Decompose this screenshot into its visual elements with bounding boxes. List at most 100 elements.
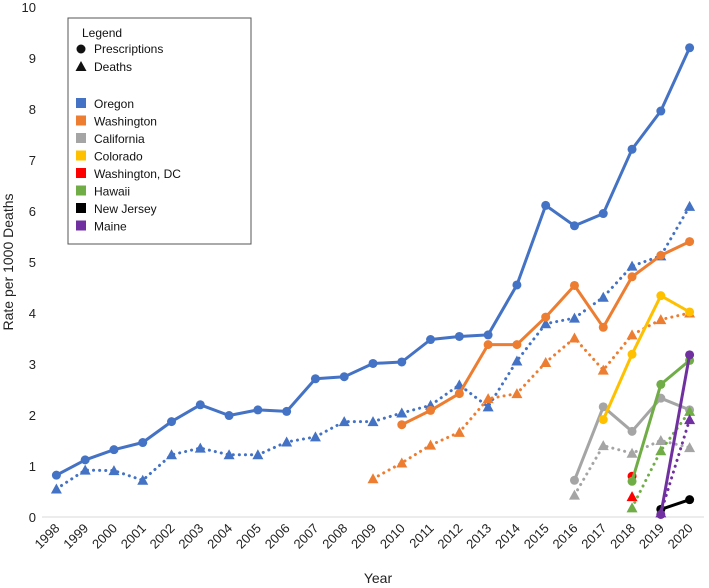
data-point-california-prescriptions [627,426,637,436]
data-point-hawaii-deaths [626,502,638,513]
series-washington-prescriptions [397,237,695,430]
data-point-oregon-prescriptions [483,330,493,340]
data-point-washington-deaths [396,457,408,468]
data-point-new-jersey-prescriptions [685,495,695,505]
data-point-washington-prescriptions [541,312,551,322]
x-tick-label: 2002 [147,521,178,552]
data-point-oregon-deaths [396,407,408,418]
data-point-oregon-deaths [252,449,264,460]
x-tick-label: 2015 [521,521,552,552]
data-point-oregon-deaths [79,464,91,475]
data-point-oregon-prescriptions [282,406,292,416]
data-point-oregon-prescriptions [569,221,579,231]
x-tick-label: 2010 [377,521,408,552]
x-tick-label: 2009 [348,521,379,552]
series-line-washington-prescriptions [401,240,691,427]
data-point-washington-prescriptions [685,237,695,247]
y-tick-label: 7 [29,153,36,168]
y-axis-title: Rate per 1000 Deaths [0,194,16,331]
legend-swatch-washington [76,115,86,126]
legend-swatch-oregon [76,98,86,108]
data-point-oregon-prescriptions [426,335,436,345]
legend-label-colorado: Colorado [94,150,143,164]
legend-label-hawaii: Hawaii [94,185,130,199]
y-tick-label: 5 [29,255,36,270]
data-point-oregon-prescriptions [368,358,378,368]
x-tick-label: 2018 [607,521,638,552]
data-point-washington-prescriptions [426,405,436,415]
legend-series-entries: Oregon Washington California Colorado Washin… [76,97,181,234]
x-tick-label: 2007 [290,521,321,552]
data-point-oregon-deaths [684,200,696,211]
series-colorado-prescriptions [598,291,695,425]
series-line-oregon-deaths [54,204,692,491]
data-point-oregon-prescriptions [339,372,349,382]
data-point-washington-prescriptions [483,340,493,350]
y-axis-ticks: 0 1 2 3 4 5 6 7 8 9 10 [22,0,36,525]
data-point-colorado-prescriptions [685,307,695,317]
data-point-hawaii-prescriptions [656,379,666,389]
data-point-oregon-deaths [309,431,321,442]
data-point-oregon-deaths [281,436,293,447]
data-point-oregon-prescriptions [310,374,320,384]
legend-prescriptions-marker [76,44,86,54]
legend-swatch-hawaii [76,185,86,196]
legend-label-maine: Maine [94,220,127,234]
data-point-california-deaths [626,447,638,458]
data-point-oregon-deaths [597,291,609,302]
data-point-oregon-prescriptions [598,209,608,219]
legend: Legend Prescriptions Deaths Oregon Washing… [67,17,252,245]
data-point-washington-deaths [568,332,580,343]
series-line-washington-deaths [371,311,692,481]
data-point-california-prescriptions [569,475,579,485]
x-tick-label: 2020 [665,521,696,552]
legend-swatch-maine [76,220,86,231]
series-layer [50,43,696,519]
data-point-oregon-prescriptions [454,331,464,341]
x-tick-label: 2001 [118,521,149,552]
legend-prescriptions-label: Prescriptions [94,42,163,56]
data-point-washington-prescriptions [656,250,666,260]
data-point-hawaii-deaths [655,445,667,456]
data-point-maine-deaths [655,507,667,518]
data-point-california-deaths [684,442,696,453]
y-tick-label: 9 [29,51,36,66]
data-point-washington-deaths [453,426,465,437]
data-point-oregon-prescriptions [138,438,148,448]
data-point-hawaii-prescriptions [627,476,637,486]
data-point-maine-prescriptions [685,350,695,360]
x-tick-label: 2013 [463,521,494,552]
data-point-washington-prescriptions [512,340,522,350]
data-point-oregon-prescriptions [685,43,695,53]
y-tick-label: 4 [29,306,36,321]
y-tick-label: 2 [29,408,36,423]
data-point-oregon-deaths [137,474,149,485]
legend-title: Legend [82,26,122,40]
y-tick-label: 6 [29,204,36,219]
x-tick-label: 1998 [31,521,62,552]
data-point-california-deaths [655,435,667,445]
data-point-oregon-prescriptions [512,280,522,290]
legend-label-washington: Washington [94,115,157,129]
x-tick-label: 2014 [492,521,523,552]
data-point-oregon-prescriptions [627,144,637,154]
data-point-washington-deaths [511,388,523,399]
legend-swatch-new-jersey [76,203,86,213]
data-point-washington-prescriptions [598,322,608,332]
legend-label-new-jersey: New Jersey [94,202,157,216]
x-tick-label: 2000 [89,521,120,552]
data-point-colorado-prescriptions [598,415,608,425]
legend-deaths-label: Deaths [94,60,132,74]
series-line-maine-deaths [659,418,692,515]
data-point-oregon-deaths [482,401,494,412]
series-line-california-prescriptions [573,396,691,481]
series-line-hawaii-deaths [630,409,692,510]
data-point-washington-prescriptions [397,420,407,430]
x-tick-label: 2016 [550,521,581,552]
data-point-washington-prescriptions [569,280,579,290]
x-tick-label: 2006 [262,521,293,552]
data-point-washington-prescriptions [454,389,464,399]
series-oregon-deaths [50,200,696,494]
legend-swatch-california [76,133,86,143]
y-tick-label: 10 [22,0,36,15]
